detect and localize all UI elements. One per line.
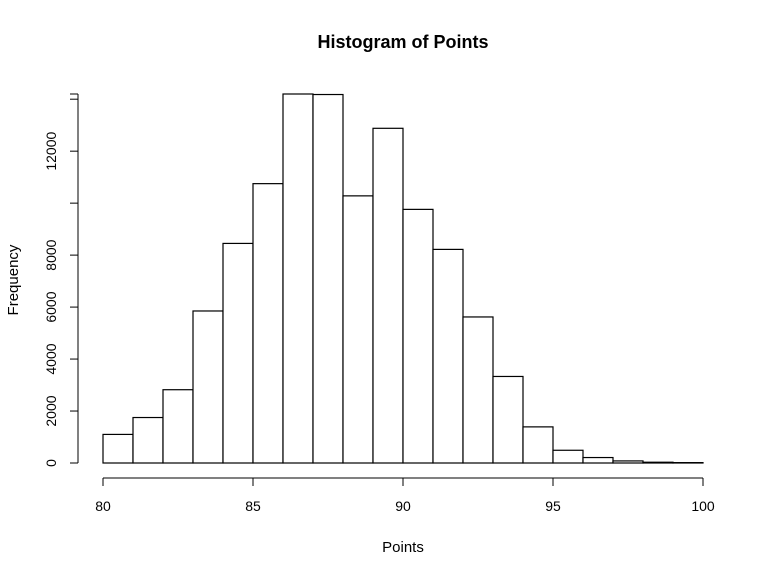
- histogram-bar: [102, 433, 134, 464]
- histogram-bar: [252, 183, 284, 464]
- histogram-bar: [522, 426, 554, 464]
- histogram-bar: [552, 449, 584, 464]
- x-axis: 80 85 90 95 100: [95, 477, 715, 514]
- histogram-bar: [462, 316, 494, 464]
- y-axis: 0 2000 4000 6000 8000 12000: [43, 93, 79, 467]
- x-tick-label: 100: [691, 498, 715, 514]
- x-tick-label: 90: [395, 498, 411, 514]
- histogram-bar: [612, 460, 644, 464]
- y-tick-label: 2000: [43, 395, 59, 426]
- x-tick-label: 80: [95, 498, 111, 514]
- x-tick-label: 95: [545, 498, 561, 514]
- histogram-bar: [132, 416, 164, 464]
- x-tick-label: 85: [245, 498, 261, 514]
- chart-title: Histogram of Points: [317, 32, 488, 52]
- y-tick-label: 0: [43, 459, 59, 467]
- histogram-bar: [372, 127, 404, 464]
- histogram-bar: [162, 389, 194, 464]
- histogram-bar: [312, 93, 344, 464]
- histogram-bar: [582, 456, 614, 464]
- y-tick-label: 6000: [43, 291, 59, 322]
- y-tick-label: 4000: [43, 343, 59, 374]
- histogram-bar: [492, 375, 524, 464]
- histogram-bar: [432, 248, 464, 464]
- bars-group: [102, 93, 704, 464]
- y-tick-label: 8000: [43, 239, 59, 270]
- histogram-bar: [192, 310, 224, 464]
- y-axis-label: Frequency: [5, 244, 22, 315]
- histogram-bar: [642, 461, 674, 464]
- x-axis-label: Points: [382, 539, 424, 556]
- histogram-bar: [222, 242, 254, 464]
- histogram-bar: [342, 195, 374, 464]
- histogram-bar: [402, 208, 434, 464]
- histogram-bar: [282, 93, 314, 464]
- y-tick-label: 12000: [43, 131, 59, 170]
